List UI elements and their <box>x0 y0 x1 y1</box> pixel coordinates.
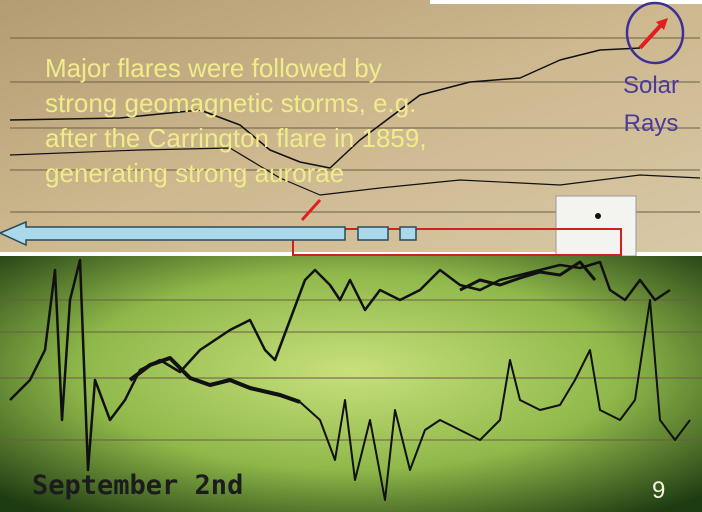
scale-card <box>555 195 637 257</box>
text-line: generating strong aurorae <box>45 158 344 188</box>
red-mark <box>300 198 322 222</box>
solar-arrow <box>638 22 664 50</box>
highlight-box <box>292 228 622 256</box>
time-arrow <box>0 220 346 247</box>
label-line: Solar <box>623 72 679 99</box>
card-dot <box>595 213 601 219</box>
traces <box>9 258 691 501</box>
solar-circle <box>625 1 685 65</box>
paper-rules <box>9 37 701 213</box>
solar-arrow-head <box>656 18 668 30</box>
text-line: after the Carrington flare in 1859, <box>45 123 427 153</box>
label-line: Rays <box>624 110 679 137</box>
text-line: Major flares were followed by <box>45 53 382 83</box>
caption: September 2nd <box>32 470 243 501</box>
page-number: 9 <box>652 477 665 504</box>
text-line: strong geomagnetic storms, e.g. <box>45 88 416 118</box>
arrow-dash <box>357 226 389 241</box>
green-photo <box>0 256 702 512</box>
arrow-dash <box>399 226 417 241</box>
border <box>430 0 702 4</box>
